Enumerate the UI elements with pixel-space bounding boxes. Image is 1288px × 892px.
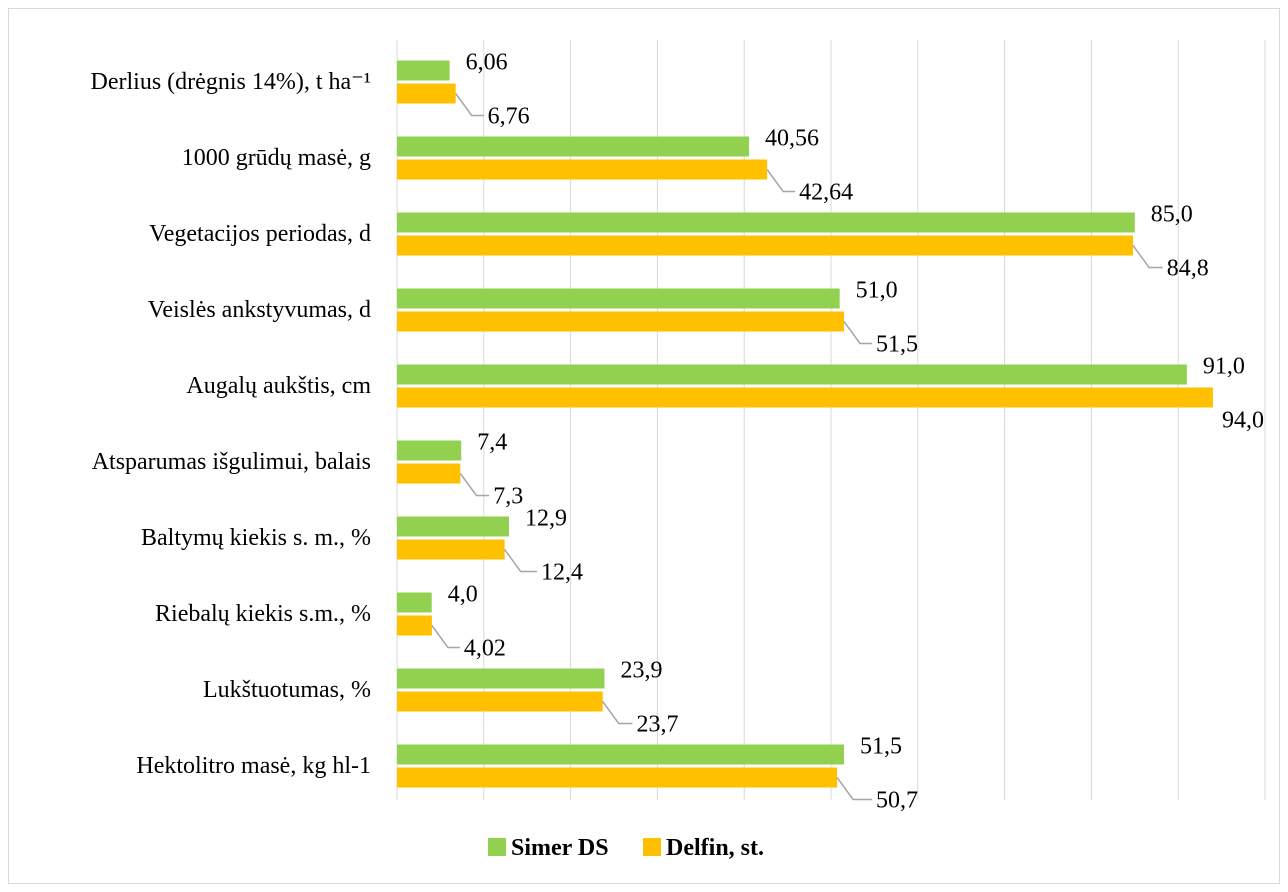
leader-line bbox=[459, 473, 490, 497]
category-label: Vegetacijos periodas, d bbox=[149, 221, 371, 247]
bar-delfin bbox=[397, 767, 838, 788]
bar-simer-ds bbox=[397, 60, 450, 81]
leader-line bbox=[843, 321, 873, 345]
legend: Simer DS Delfin, st. bbox=[488, 835, 764, 861]
category-label: Veislės ankstyvumas, d bbox=[148, 297, 371, 323]
legend-swatch-simer-ds bbox=[488, 838, 506, 856]
bar-simer-ds bbox=[397, 440, 462, 461]
value-label-delfin: 94,0 bbox=[1222, 408, 1264, 434]
value-label-simer-ds: 40,56 bbox=[765, 126, 819, 152]
category-label: Baltymų kiekis s. m., % bbox=[141, 525, 371, 551]
leader-line bbox=[504, 549, 537, 573]
leader-line bbox=[431, 625, 460, 649]
value-label-simer-ds: 91,0 bbox=[1203, 354, 1245, 380]
category-label: Atsparumas išgulimui, balais bbox=[92, 449, 371, 475]
bar-delfin bbox=[397, 83, 456, 104]
value-label-delfin: 42,64 bbox=[799, 180, 853, 206]
legend-swatch-delfin bbox=[643, 838, 661, 856]
category-label: Lukštuotumas, % bbox=[203, 677, 371, 703]
value-label-delfin: 6,76 bbox=[488, 104, 530, 130]
category-label: Hektolitro masė, kg hl-1 bbox=[136, 753, 371, 779]
value-label-delfin: 51,5 bbox=[876, 332, 918, 358]
value-label-simer-ds: 7,4 bbox=[477, 430, 507, 456]
bar-simer-ds bbox=[397, 668, 605, 689]
bar-delfin bbox=[397, 311, 845, 332]
value-label-simer-ds: 4,0 bbox=[448, 582, 478, 608]
bar-delfin bbox=[397, 691, 603, 712]
category-label: 1000 grūdų masė, g bbox=[182, 145, 371, 171]
value-labels: 6,06 6,76 40,56 42,64 85,0 84,8 51,0 51,5 91,0 94… bbox=[448, 50, 1264, 814]
bar-delfin bbox=[397, 539, 505, 560]
leader-line bbox=[1132, 245, 1163, 269]
category-label: Augalų aukštis, cm bbox=[186, 373, 371, 399]
value-label-simer-ds: 23,9 bbox=[620, 658, 662, 684]
value-label-simer-ds: 12,9 bbox=[525, 506, 567, 532]
leader-line bbox=[602, 701, 633, 725]
legend-label-delfin: Delfin, st. bbox=[666, 835, 764, 861]
category-label: Derlius (drėgnis 14%), t ha⁻¹ bbox=[91, 69, 371, 95]
leader-line bbox=[836, 777, 873, 801]
bar-simer-ds bbox=[397, 592, 432, 613]
bar-simer-ds bbox=[397, 212, 1135, 233]
bar-delfin bbox=[397, 615, 432, 636]
value-label-delfin: 7,3 bbox=[493, 484, 523, 510]
bar-delfin bbox=[397, 463, 461, 484]
value-label-simer-ds: 51,5 bbox=[860, 734, 902, 760]
category-label: Riebalų kiekis s.m., % bbox=[155, 601, 371, 627]
value-label-simer-ds: 85,0 bbox=[1151, 202, 1193, 228]
bar-delfin bbox=[397, 159, 768, 180]
value-label-simer-ds: 51,0 bbox=[856, 278, 898, 304]
legend-label-simer-ds: Simer DS bbox=[511, 835, 609, 861]
bar-simer-ds bbox=[397, 288, 840, 309]
bar-delfin bbox=[397, 387, 1213, 408]
value-label-delfin: 12,4 bbox=[541, 560, 583, 586]
leader-line bbox=[766, 169, 796, 193]
bar-simer-ds bbox=[397, 136, 750, 157]
value-label-simer-ds: 6,06 bbox=[466, 50, 508, 76]
leader-lines bbox=[431, 93, 1163, 801]
bar-delfin bbox=[397, 235, 1134, 256]
leader-line bbox=[455, 93, 484, 117]
value-label-delfin: 4,02 bbox=[464, 636, 506, 662]
bars bbox=[397, 60, 1213, 788]
value-label-delfin: 84,8 bbox=[1167, 256, 1209, 282]
bar-simer-ds bbox=[397, 744, 845, 765]
value-label-delfin: 23,7 bbox=[636, 712, 678, 738]
bar-simer-ds bbox=[397, 516, 509, 537]
value-label-delfin: 50,7 bbox=[876, 788, 918, 814]
bar-simer-ds bbox=[397, 364, 1187, 385]
category-labels: Derlius (drėgnis 14%), t ha⁻¹ 1000 grūdų … bbox=[91, 69, 372, 779]
